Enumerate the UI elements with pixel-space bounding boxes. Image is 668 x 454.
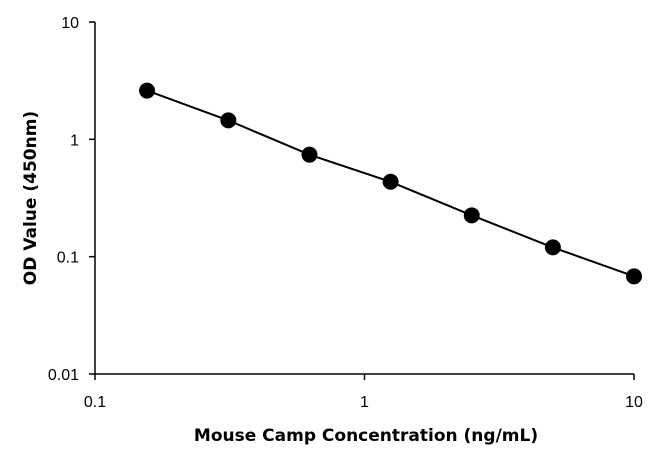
axes bbox=[94, 22, 634, 375]
y-axis-title: OD Value (450nm) bbox=[21, 111, 41, 285]
ticks: 0.01 0.1 1 10 0.1 1 10 bbox=[48, 15, 643, 411]
y-tick-label: 1 bbox=[70, 132, 79, 149]
y-tick-label: 0.01 bbox=[48, 367, 79, 384]
y-tick-label: 0.1 bbox=[57, 250, 79, 267]
data-point bbox=[544, 239, 561, 256]
y-tick-label: 10 bbox=[61, 15, 79, 32]
data-point bbox=[139, 82, 156, 99]
data-point bbox=[463, 207, 480, 224]
series bbox=[139, 82, 642, 285]
data-point bbox=[301, 146, 318, 163]
x-tick-label: 0.1 bbox=[84, 394, 106, 411]
x-tick-label: 1 bbox=[360, 394, 369, 411]
data-point bbox=[626, 268, 642, 285]
data-point bbox=[220, 112, 237, 129]
x-tick-label: 10 bbox=[625, 394, 643, 411]
data-point bbox=[382, 173, 399, 190]
x-axis-title: Mouse Camp Concentration (ng/mL) bbox=[194, 426, 538, 446]
